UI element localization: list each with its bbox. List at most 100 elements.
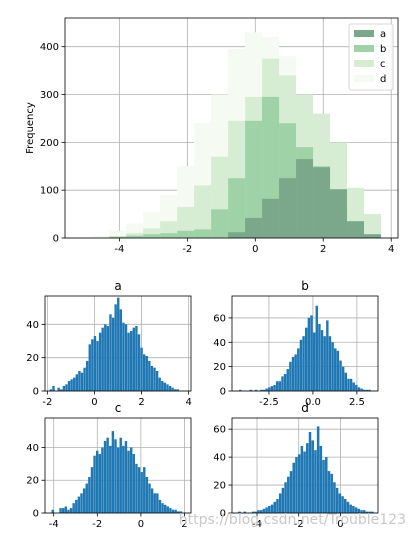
histogram-bar <box>341 496 344 513</box>
histogram-bar <box>273 501 277 513</box>
histogram-bar <box>109 445 112 513</box>
histogram-bar <box>163 382 167 391</box>
x-tick-label: 2 <box>181 519 187 530</box>
histogram-bar <box>103 440 107 513</box>
histogram-bar <box>119 309 123 391</box>
histogram-bar <box>360 510 363 513</box>
histogram-bar <box>176 389 180 391</box>
histogram-bar <box>166 384 169 391</box>
histogram-bar <box>83 367 86 391</box>
histogram-bar <box>281 376 284 391</box>
histogram-bar <box>106 437 109 513</box>
y-tick-label: 300 <box>40 90 59 101</box>
histogram-bar <box>355 384 358 391</box>
histogram-bar <box>308 431 312 513</box>
histogram-bar <box>331 342 334 391</box>
histogram-bar <box>101 327 104 391</box>
histogram-bar <box>347 378 350 391</box>
histogram-bar <box>78 371 81 391</box>
histogram-bar <box>132 327 135 391</box>
histogram-bar <box>130 331 133 391</box>
axes-frame <box>231 295 379 392</box>
histogram-bar <box>257 510 260 513</box>
histogram-bar <box>260 389 263 391</box>
histogram-bar-b <box>177 230 195 238</box>
histogram-bar <box>69 508 73 513</box>
histogram-bar <box>127 450 130 513</box>
histogram-bar <box>117 297 120 391</box>
histogram-bar <box>306 443 309 513</box>
y-tick-label: 100 <box>40 186 59 197</box>
histogram-bar <box>88 344 91 391</box>
histogram-bar <box>357 387 361 391</box>
histogram-bar <box>262 508 266 513</box>
histogram-bar <box>259 510 263 513</box>
subplot-title: a <box>114 279 121 293</box>
histogram-bar <box>161 381 164 391</box>
histogram-bar-c <box>177 206 195 238</box>
subplot-title: c <box>115 401 122 415</box>
histogram-bar <box>163 504 167 513</box>
histogram-bar <box>278 381 282 391</box>
histogram-bar-b <box>245 120 263 238</box>
histogram-bar <box>122 322 125 391</box>
y-tick-label: 400 <box>40 42 59 53</box>
histogram-bar <box>281 487 285 513</box>
histogram-bar <box>80 493 83 513</box>
histogram-bar-d <box>109 230 127 238</box>
histogram-bar <box>114 304 117 391</box>
histogram-bar <box>318 324 321 391</box>
histogram-bar <box>171 509 175 513</box>
y-tick-label: 200 <box>40 138 59 149</box>
x-tick-label: 2.5 <box>349 397 365 408</box>
histogram-bar <box>98 332 102 391</box>
histogram-bar <box>111 317 115 391</box>
histogram-bar <box>316 426 320 513</box>
histogram-bar <box>349 504 352 513</box>
histogram-bar <box>289 471 293 513</box>
histogram-bar <box>238 511 241 513</box>
histogram-bar <box>155 371 159 391</box>
histogram-bar <box>254 389 258 391</box>
histogram-bar <box>362 510 366 513</box>
histogram-bar <box>129 447 133 513</box>
histogram-bar <box>59 508 62 513</box>
histogram-bar <box>153 493 156 513</box>
histogram-bar <box>88 476 91 513</box>
histogram-bar <box>352 382 355 391</box>
x-tick-label: -4 <box>252 519 262 530</box>
histogram-bar <box>326 320 329 391</box>
legend-swatch-a <box>354 30 374 37</box>
histogram-bar-b <box>160 233 178 238</box>
x-tick-label: -4 <box>49 519 59 530</box>
x-tick-label: 0 <box>91 397 97 408</box>
histogram-bar <box>262 389 266 391</box>
histogram-bar <box>174 509 177 513</box>
x-tick-label: -4 <box>114 244 124 255</box>
histogram-bar <box>124 324 128 391</box>
histogram-bar-a <box>228 232 246 238</box>
histogram-bar <box>111 431 115 513</box>
x-tick-label: 4 <box>185 397 191 408</box>
histogram-bar-a <box>279 178 297 238</box>
histogram-bar <box>161 503 164 513</box>
histogram-bar-b <box>228 178 246 238</box>
histogram-bar <box>363 389 366 391</box>
histogram-bar <box>291 356 295 391</box>
histogram-bar <box>338 493 342 513</box>
subplot-title: b <box>301 279 309 293</box>
histogram-bar <box>104 324 107 391</box>
histogram-bar <box>101 447 104 513</box>
histogram-bar-a <box>262 198 280 238</box>
y-tick-label: 20 <box>26 476 39 487</box>
y-tick-label: 0 <box>33 387 39 398</box>
histogram-bar-a <box>313 167 331 238</box>
histogram-bar <box>85 361 89 391</box>
histogram-bar-b <box>194 229 212 238</box>
x-tick-label: 0 <box>337 519 343 530</box>
histogram-bar <box>344 499 347 513</box>
histogram-bar <box>67 509 70 513</box>
histogram-bar <box>60 389 63 391</box>
